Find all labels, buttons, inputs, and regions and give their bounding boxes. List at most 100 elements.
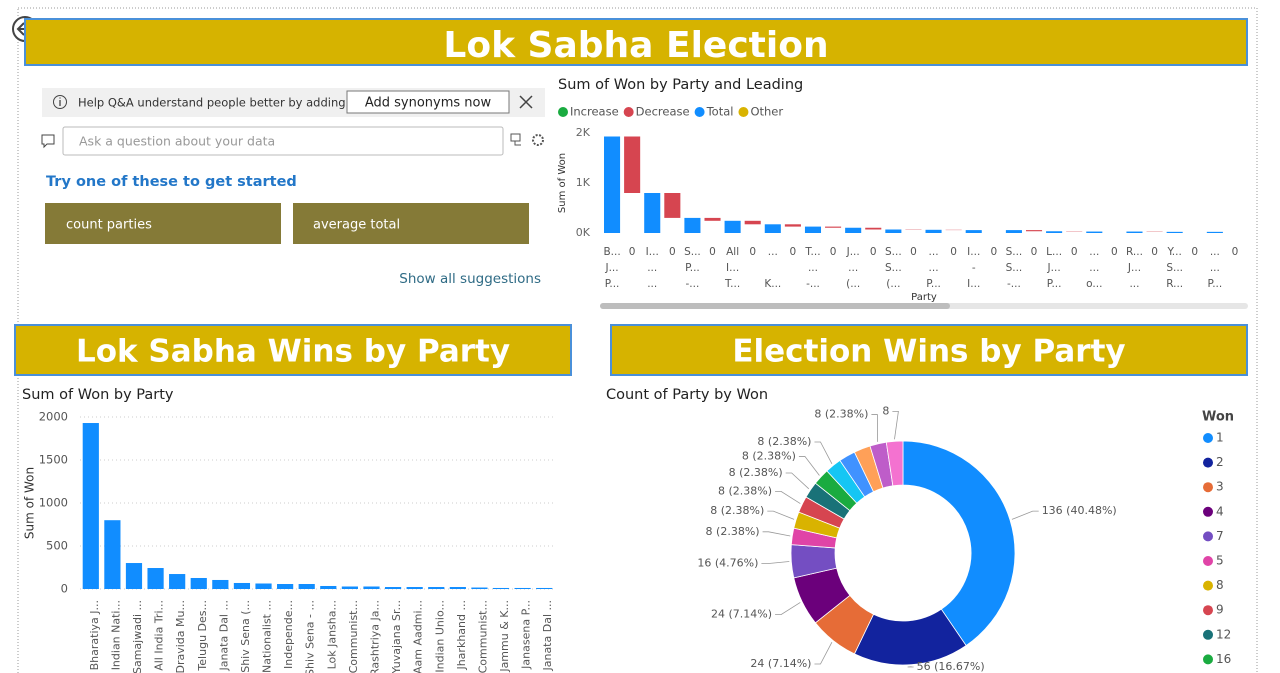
x-tick-label: ... (1089, 246, 1099, 258)
x-tick-label: S... (1166, 262, 1183, 274)
page-title: Lok Sabha Election (443, 25, 828, 66)
legend-label: Decrease (636, 105, 690, 119)
waterfall-bar (1126, 231, 1143, 233)
x-tick-label: I... (726, 262, 739, 274)
waterfall-bar (1206, 231, 1223, 233)
waterfall-bar (804, 226, 822, 233)
x-tick-label: Janata Dal ... (217, 600, 230, 672)
leader-line (892, 410, 899, 440)
suggestion-button[interactable] (45, 203, 281, 244)
synonyms-button[interactable] (346, 90, 510, 114)
data-label: 136 (40.48%) (1042, 504, 1117, 517)
legend-marker (1203, 580, 1213, 591)
waterfall-bar (885, 229, 902, 233)
x-tick-label: -... (686, 278, 700, 290)
scrollbar-thumb[interactable] (600, 303, 950, 309)
x-tick-label: All (726, 246, 739, 258)
leader-line (775, 490, 801, 504)
chart-title: Sum of Won by Party and Leading (558, 77, 803, 93)
legend-marker (1203, 605, 1213, 616)
x-tick-label: 0 (1151, 246, 1158, 258)
x-tick-label: 0 (749, 246, 756, 258)
x-tick-label: 0 (870, 246, 877, 258)
legend-label: 16 (1216, 652, 1231, 666)
legend-marker (1203, 629, 1213, 640)
show-all-link[interactable]: Show all suggestions (399, 271, 541, 287)
suggestion-button[interactable] (293, 203, 529, 244)
x-tick-label: (... (886, 278, 900, 290)
waterfall-bar (704, 217, 721, 221)
waterfall-bar (825, 226, 842, 228)
chat-icon (41, 134, 55, 149)
data-label: 8 (2.38%) (710, 504, 764, 517)
legend-marker (558, 107, 568, 117)
x-tick-label: L... (1046, 246, 1062, 258)
x-tick-label: B... (603, 246, 620, 258)
x-tick-label: Shiv Sena - ... (304, 600, 317, 673)
x-tick-label: Bharatiya J... (88, 600, 101, 670)
data-label: 8 (2.38%) (729, 466, 783, 479)
waterfall-bar (664, 193, 681, 218)
donut-slice (885, 440, 904, 487)
settings-icon[interactable] (532, 134, 544, 146)
info-icon (53, 95, 67, 109)
x-tick-label: Indian Unio... (433, 600, 446, 673)
x-tick-label: I... (646, 246, 659, 258)
bar (341, 586, 358, 589)
view-icon[interactable] (510, 133, 521, 142)
data-label: 24 (7.14%) (711, 608, 772, 621)
x-tick-label: ... (848, 262, 858, 274)
waterfall-bar (1025, 230, 1043, 232)
suggestion-text[interactable]: count parties (66, 218, 152, 233)
x-tick-label: P... (1047, 278, 1062, 290)
bar (449, 587, 466, 589)
x-tick-label: S... (885, 262, 902, 274)
x-tick-label: All India Tri... (153, 600, 166, 671)
x-tick-label: ... (1129, 278, 1139, 290)
x-tick-label: Shiv Sena (... (239, 600, 252, 673)
bar (212, 579, 229, 589)
x-tick-label: Janasena P... (520, 600, 533, 670)
x-tick-label: ... (808, 262, 818, 274)
legend-marker (1203, 482, 1213, 493)
x-tick-label: Samajwadi ... (131, 600, 144, 673)
bar (428, 587, 445, 589)
x-tick-label: 0 (950, 246, 957, 258)
x-axis-title: Party (911, 292, 937, 303)
x-tick-label: S... (684, 246, 701, 258)
suggestion-text[interactable]: average total (313, 218, 400, 233)
x-tick-label: 0 (830, 246, 837, 258)
bar (406, 587, 423, 589)
x-tick-label: I... (967, 278, 980, 290)
data-label: 8 (2.38%) (742, 449, 796, 462)
legend-label: 7 (1216, 529, 1224, 543)
waterfall-bar (965, 230, 982, 233)
bar (125, 563, 143, 589)
bar (298, 584, 315, 589)
x-tick-label: -... (806, 278, 820, 290)
question-input[interactable] (62, 126, 504, 156)
question-placeholder[interactable]: Ask a question about your data (79, 134, 275, 149)
x-tick-label: Communist... (347, 600, 360, 673)
close-icon[interactable] (519, 95, 533, 109)
x-tick-label: 0 (1031, 246, 1038, 258)
waterfall-bar (624, 136, 641, 193)
legend-label: 8 (1216, 578, 1224, 592)
y-tick-label: 0 (61, 582, 68, 596)
section-header (14, 324, 572, 376)
x-tick-label: P... (1208, 278, 1223, 290)
data-label: 56 (16.67%) (917, 660, 985, 673)
bar (363, 586, 380, 589)
donut-slice (902, 440, 1016, 647)
x-tick-label: I... (967, 246, 980, 258)
y-tick-label: 2K (576, 126, 591, 139)
x-tick-label: 0 (990, 246, 997, 258)
legend-label: 4 (1216, 504, 1224, 518)
synonyms-button-text[interactable]: Add synonyms now (365, 96, 492, 111)
x-tick-label: ... (768, 246, 778, 258)
x-tick-label: 0 (1232, 246, 1239, 258)
x-tick-label: J... (604, 262, 618, 274)
bar (147, 568, 164, 589)
chart-title: Sum of Won by Party (22, 387, 174, 403)
legend-label: 12 (1216, 627, 1231, 641)
